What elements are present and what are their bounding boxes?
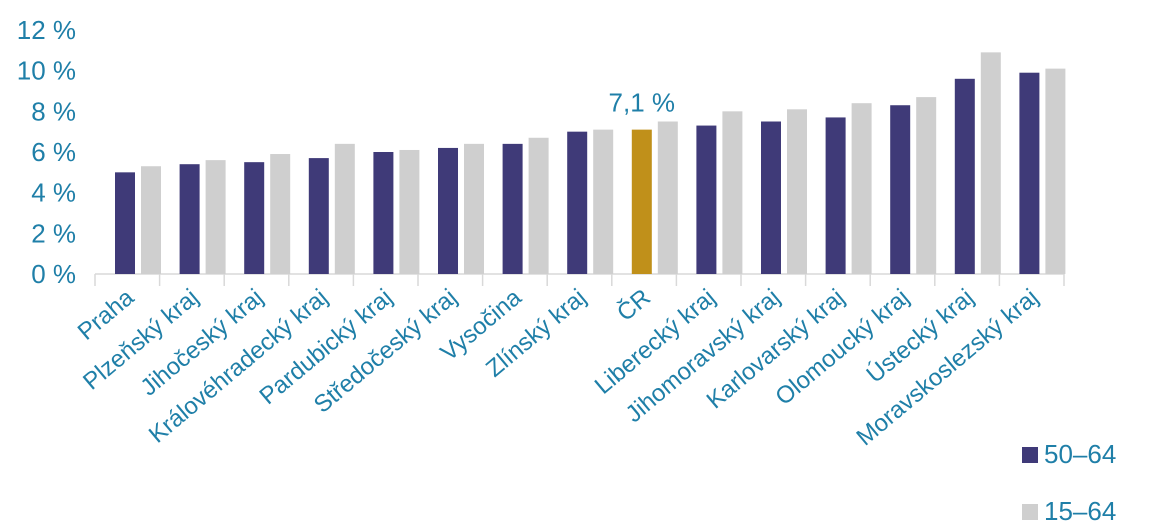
legend-swatch [1022, 504, 1038, 520]
bar-series2 [1045, 68, 1066, 274]
bar-series2 [980, 52, 1001, 274]
bar-series1 [373, 152, 394, 274]
bar-series2 [851, 103, 872, 274]
bar-series2 [270, 154, 291, 274]
bars-layer [115, 52, 1066, 274]
bar-series2 [916, 97, 937, 274]
bar-series1 [890, 105, 911, 274]
bar-series2 [657, 121, 678, 274]
bar-series1 [1019, 72, 1040, 274]
bar-series2 [787, 109, 807, 274]
y-tick-label: 2 % [31, 218, 76, 248]
bar-series2 [593, 129, 614, 274]
bar-series1 [308, 158, 329, 274]
bar-series1 [696, 125, 717, 274]
bar-series1 [244, 162, 265, 274]
bar-series1 [179, 164, 200, 274]
legend: 50–64 15–64 [1022, 439, 1116, 522]
y-tick-label: 10 % [17, 56, 76, 86]
bar-series2 [528, 137, 549, 274]
bar-series2 [722, 111, 743, 274]
data-label: 7,1 % [609, 88, 676, 118]
bar-series2 [141, 166, 161, 274]
bar-series1 [761, 121, 781, 274]
bar-series1 [567, 131, 588, 274]
bar-series1 [825, 117, 846, 274]
bar-series2 [464, 143, 484, 274]
bar-series2 [334, 143, 355, 274]
bar-series1 [438, 147, 458, 274]
bar-series2 [205, 160, 226, 274]
legend-label: 50–64 [1044, 439, 1116, 469]
bar-series1 [502, 143, 523, 274]
y-tick-label: 0 % [31, 259, 76, 289]
bar-series1 [954, 78, 975, 274]
bar-series1 [115, 172, 135, 274]
y-tick-label: 6 % [31, 137, 76, 167]
bar-series2 [399, 149, 420, 274]
legend-swatch [1022, 447, 1038, 463]
x-category-label: ČR [611, 283, 656, 327]
y-tick-label: 4 % [31, 178, 76, 208]
legend-label: 15–64 [1044, 496, 1116, 522]
bar-series1 [631, 129, 652, 274]
y-tick-label: 12 % [17, 15, 76, 45]
y-tick-label: 8 % [31, 96, 76, 126]
